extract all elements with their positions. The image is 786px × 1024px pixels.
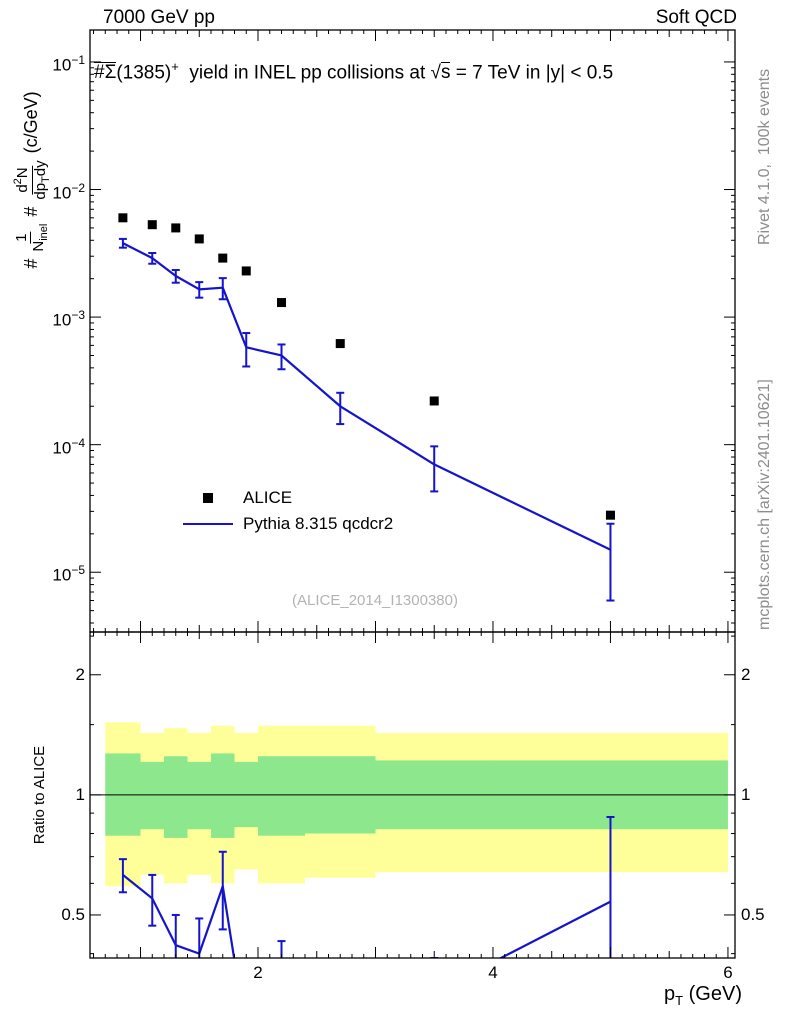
hash-symbol: # <box>21 206 42 217</box>
green-band-bin <box>258 756 305 836</box>
ratio-axis-label: Ratio to ALICE <box>31 745 48 845</box>
analysis-id-watermark: (ALICE_2014_I1300380) <box>292 592 458 609</box>
header-beam-energy: 7000 GeV pp <box>103 7 215 28</box>
alice-data-point <box>218 253 228 263</box>
rivet-version-note: Rivet 4.1.0, 100k events <box>756 68 773 245</box>
alice-square-marker-icon <box>203 493 213 503</box>
alice-data-point <box>147 220 157 230</box>
legend-label-alice: ALICE <box>243 488 293 507</box>
pythia-line-marker-icon <box>183 522 233 526</box>
alice-data-point <box>241 266 251 276</box>
sqrt-icon: √ <box>430 62 441 84</box>
y-axis-label: # 1 Ninel # d2N dpTdy (c/GeV) <box>12 91 52 269</box>
fraction-one-over-ninel: 1 Ninel <box>12 223 51 252</box>
hash-symbol: # <box>21 258 42 269</box>
green-band-bin <box>164 756 188 838</box>
legend-entry-alice: ALICE <box>181 485 393 511</box>
alice-data-point <box>605 510 615 520</box>
pythia-line <box>118 237 615 602</box>
main-panel-frame <box>89 29 736 633</box>
x-axis-label: pT (GeV) <box>664 983 742 1008</box>
green-band-bin <box>187 761 212 830</box>
mcplots-reference-note: mcplots.cern.ch [arXiv:2401.10621] <box>756 379 773 630</box>
header-process-group: Soft QCD <box>655 7 737 28</box>
sqrt-argument: s <box>440 62 451 84</box>
alice-data-point <box>194 234 204 244</box>
particle-symbol: #Σ <box>94 62 117 84</box>
plot-title: #Σ(1385)+ yield in INEL pp collisions at… <box>94 59 613 84</box>
alice-markers <box>118 213 615 520</box>
fraction-d2n-dptdy: d2N dpTdy <box>12 160 52 200</box>
particle-mass: (1385) <box>116 62 172 84</box>
alice-data-point <box>171 223 181 233</box>
legend-entry-pythia: Pythia 8.315 qcdcr2 <box>181 511 393 537</box>
alice-data-point <box>335 339 345 349</box>
axis-ticks <box>90 30 735 958</box>
alice-data-point <box>118 213 128 223</box>
legend: ALICE Pythia 8.315 qcdcr2 <box>181 485 393 537</box>
title-tail: = 7 TeV in |y| < 0.5 <box>450 62 614 84</box>
y-axis-unit: (c/GeV) <box>21 91 42 154</box>
legend-label-pythia: Pythia 8.315 qcdcr2 <box>243 514 394 533</box>
green-band-bin <box>140 761 165 830</box>
charge-superscript: + <box>171 59 179 74</box>
title-text: yield in INEL pp collisions at <box>178 62 431 84</box>
alice-data-point <box>429 396 439 406</box>
alice-data-point <box>277 298 287 308</box>
ratio-bands <box>105 722 728 887</box>
ratio-pythia-line <box>118 816 615 958</box>
green-band-bin <box>211 753 235 838</box>
